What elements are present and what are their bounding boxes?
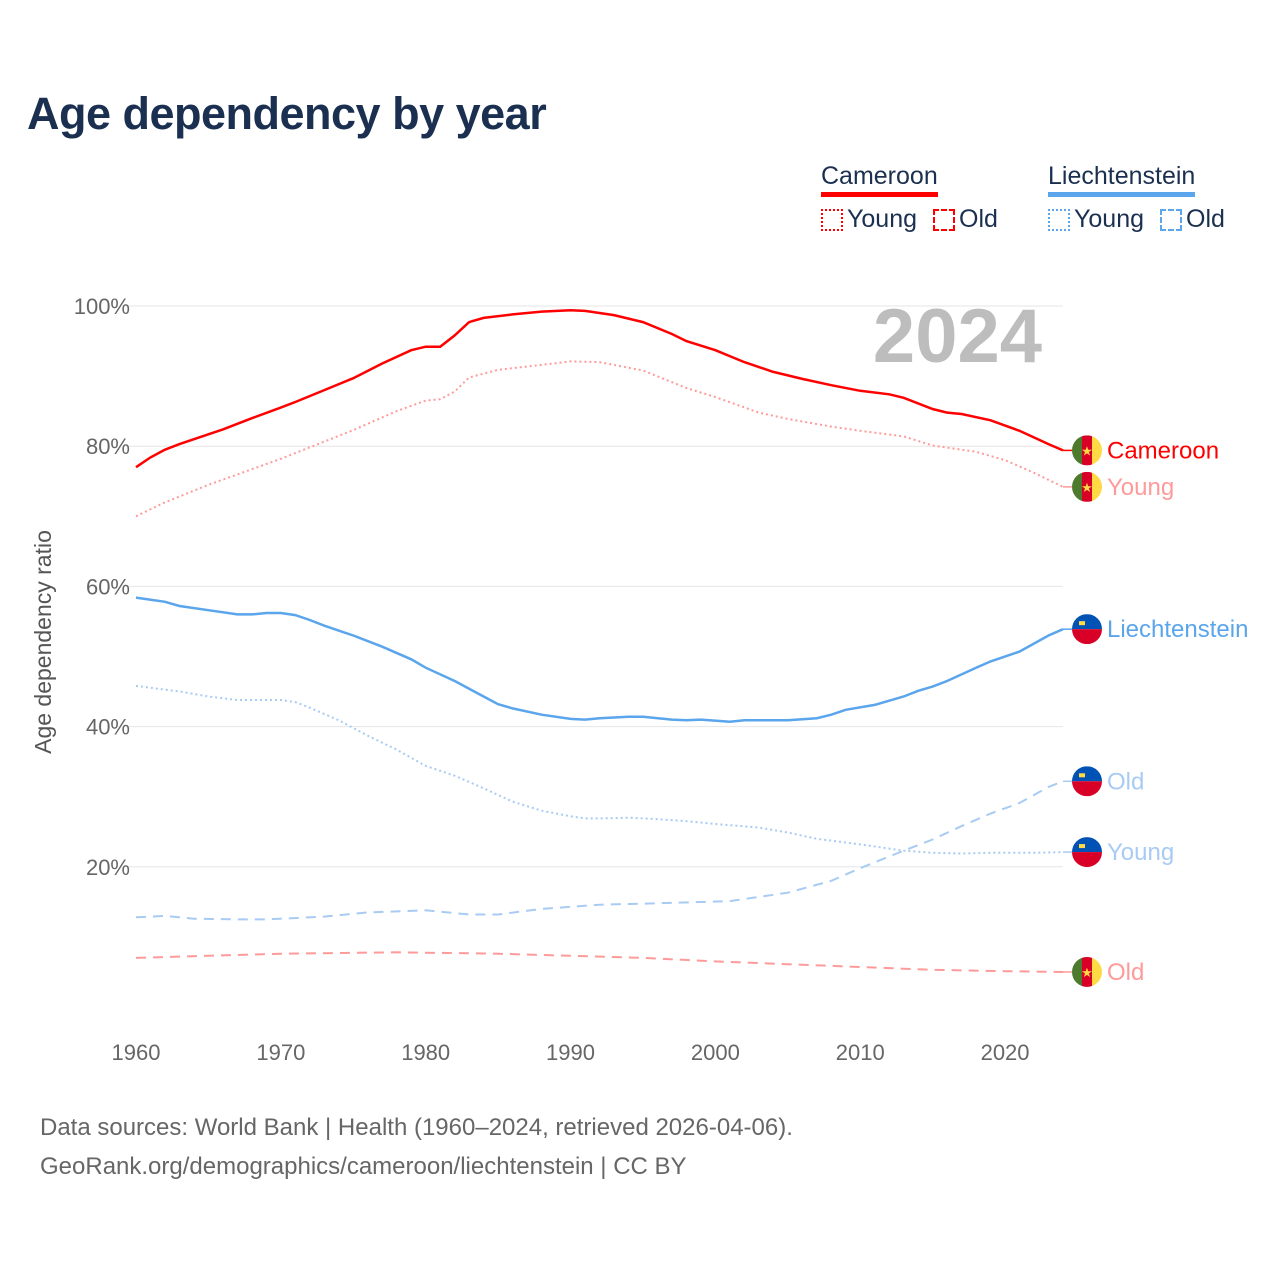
end-label: Cameroon [1107, 437, 1219, 464]
legend-item-label: Old [959, 205, 998, 233]
end-label: Young [1107, 474, 1174, 501]
series-line-liechtenstein-young [135, 684, 1064, 855]
y-tick-label: 40% [86, 715, 130, 740]
y-axis-label: Age dependency ratio [30, 530, 56, 754]
y-tick-label: 100% [74, 294, 130, 319]
y-tick-label: 20% [86, 855, 130, 880]
legend-liechtenstein: Liechtenstein Young Old [1048, 162, 1225, 234]
series-line-cameroon-young [135, 360, 1064, 518]
series-line-cameroon [135, 308, 1064, 469]
source-link[interactable]: GeoRank.org/demographics/cameroon/liecht… [40, 1153, 687, 1180]
legend-cameroon: Cameroon Young Old [821, 162, 998, 234]
svg-text:★: ★ [1081, 443, 1093, 458]
y-tick-label: 80% [86, 434, 130, 459]
cameroon-flag-icon: ★ [1072, 956, 1102, 987]
end-label: Liechtenstein [1107, 616, 1248, 643]
dotted-swatch-icon [1048, 208, 1070, 231]
x-tick-label: 2000 [691, 1040, 740, 1065]
legend-item-young: Young [821, 205, 917, 234]
cameroon-flag-icon: ★ [1072, 471, 1102, 502]
legend-item-label: Young [847, 205, 917, 233]
liechtenstein-flag-icon [1072, 614, 1102, 645]
liechtenstein-flag-icon [1072, 766, 1102, 797]
year-badge: 2024 [873, 294, 1042, 379]
legend-item-label: Young [1074, 205, 1144, 233]
dashed-swatch-icon [1160, 208, 1182, 231]
end-label: Young [1107, 839, 1174, 866]
svg-text:★: ★ [1081, 965, 1093, 980]
x-tick-label: 1970 [256, 1040, 305, 1065]
legend-item-young: Young [1048, 205, 1144, 234]
source-line: Data sources: World Bank | Health (1960–… [40, 1114, 793, 1141]
x-tick-label: 2020 [981, 1040, 1030, 1065]
y-tick-label: 60% [86, 574, 130, 599]
legend-country-label: Liechtenstein [1048, 162, 1196, 197]
x-tick-label: 1960 [112, 1040, 161, 1065]
source-note: Data sources: World Bank | Health (1960–… [40, 1108, 793, 1186]
series-line-cameroon-old [135, 951, 1064, 973]
chart-title: Age dependency by year [27, 88, 547, 139]
legend-item-old: Old [1160, 205, 1225, 234]
liechtenstein-flag-icon [1072, 837, 1102, 868]
series-line-liechtenstein-old [135, 780, 1064, 921]
svg-text:★: ★ [1081, 480, 1093, 495]
dashed-swatch-icon [933, 208, 955, 231]
legend-item-label: Old [1186, 205, 1225, 233]
end-label: Old [1107, 959, 1144, 986]
dotted-swatch-icon [821, 208, 843, 231]
cameroon-flag-icon: ★ [1072, 435, 1102, 466]
end-label: Old [1107, 768, 1144, 795]
legend-item-old: Old [933, 205, 998, 234]
x-tick-label: 1990 [546, 1040, 595, 1065]
series-line-liechtenstein [135, 596, 1064, 723]
x-tick-label: 1980 [401, 1040, 450, 1065]
x-tick-label: 2010 [836, 1040, 885, 1065]
legend-country-label: Cameroon [821, 162, 938, 197]
